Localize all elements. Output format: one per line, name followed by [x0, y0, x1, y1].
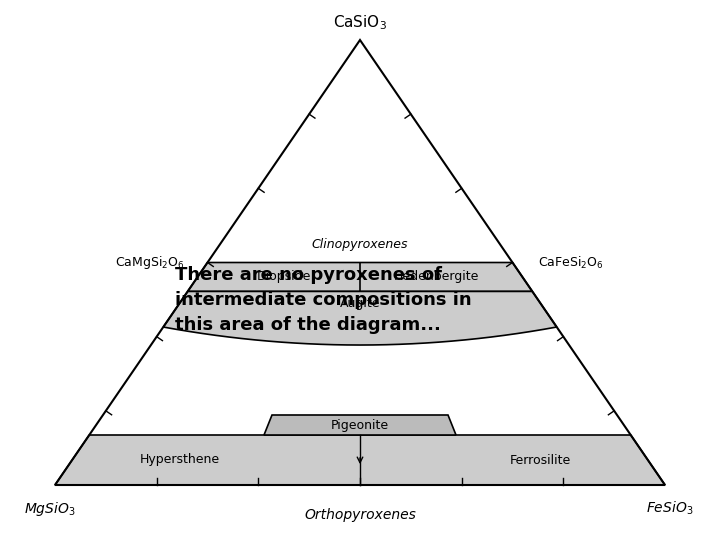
Text: Pigeonite: Pigeonite	[331, 418, 389, 431]
Polygon shape	[264, 415, 456, 435]
Text: There are no pyroxenes of
intermediate compositions in
this area of the diagram.: There are no pyroxenes of intermediate c…	[175, 266, 472, 334]
Text: Hedenbergite: Hedenbergite	[394, 271, 479, 284]
Text: Clinopyroxenes: Clinopyroxenes	[312, 238, 408, 251]
Text: CaSiO$_3$: CaSiO$_3$	[333, 14, 387, 32]
Polygon shape	[163, 292, 557, 345]
Text: Ferrosilite: Ferrosilite	[510, 454, 571, 467]
Text: Hypersthene: Hypersthene	[140, 454, 220, 467]
Text: Diopside: Diopside	[256, 271, 311, 284]
Polygon shape	[188, 262, 532, 292]
Text: Orthopyroxenes: Orthopyroxenes	[304, 508, 416, 522]
Text: FeSiO$_3$: FeSiO$_3$	[646, 500, 694, 517]
Text: Augite: Augite	[340, 297, 380, 310]
Text: CaMgSi$_2$O$_6$: CaMgSi$_2$O$_6$	[114, 254, 184, 271]
Text: CaFeSi$_2$O$_6$: CaFeSi$_2$O$_6$	[538, 254, 603, 271]
Polygon shape	[55, 435, 665, 485]
Text: MgSiO$_3$: MgSiO$_3$	[24, 500, 76, 518]
